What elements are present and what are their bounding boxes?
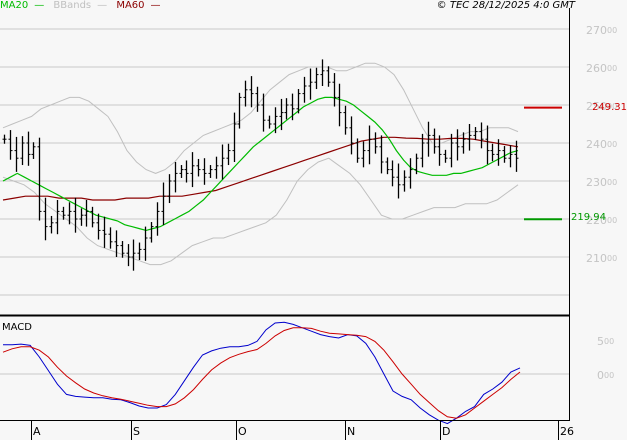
support-level-label: 219.94	[571, 212, 606, 224]
x-axis-label: A	[33, 425, 41, 438]
bollinger-upper-line	[2, 62, 519, 174]
y-axis-label: 27000	[586, 24, 618, 37]
macd-series-macd	[3, 321, 521, 425]
chart-legend: MA20— BBands — MA60—	[0, 0, 167, 12]
y-axis-label: 23000	[586, 176, 618, 189]
ma60-line	[2, 136, 519, 201]
y-axis-label: 21000	[586, 252, 618, 265]
y-axis-label: 22000	[586, 214, 618, 227]
y-axis-label: 000	[597, 369, 615, 382]
legend-ma20: MA20—	[0, 0, 45, 11]
x-axis-label: D	[442, 425, 451, 438]
macd-panel-title: MACD	[2, 322, 32, 333]
y-axis-label: 500	[597, 335, 615, 348]
macd-series-signal	[2, 327, 521, 419]
legend-ma60: MA60—	[116, 0, 161, 11]
x-axis-label: O	[238, 425, 247, 438]
y-axis-label: 25000	[586, 100, 618, 113]
y-axis-label: 24000	[586, 138, 618, 151]
x-axis-label: 26	[560, 425, 574, 438]
copyright-timestamp: © TEC 28/12/2025 4:0 GMT	[436, 0, 575, 11]
legend-bbands: BBands —	[53, 0, 108, 11]
y-axis-label: 26000	[586, 62, 618, 75]
bollinger-lower-line	[2, 157, 519, 266]
x-axis-label: N	[347, 425, 356, 438]
ma20-line	[2, 96, 519, 232]
resistance-level-label: 249.31	[592, 101, 627, 113]
x-axis-label: S	[133, 425, 140, 438]
